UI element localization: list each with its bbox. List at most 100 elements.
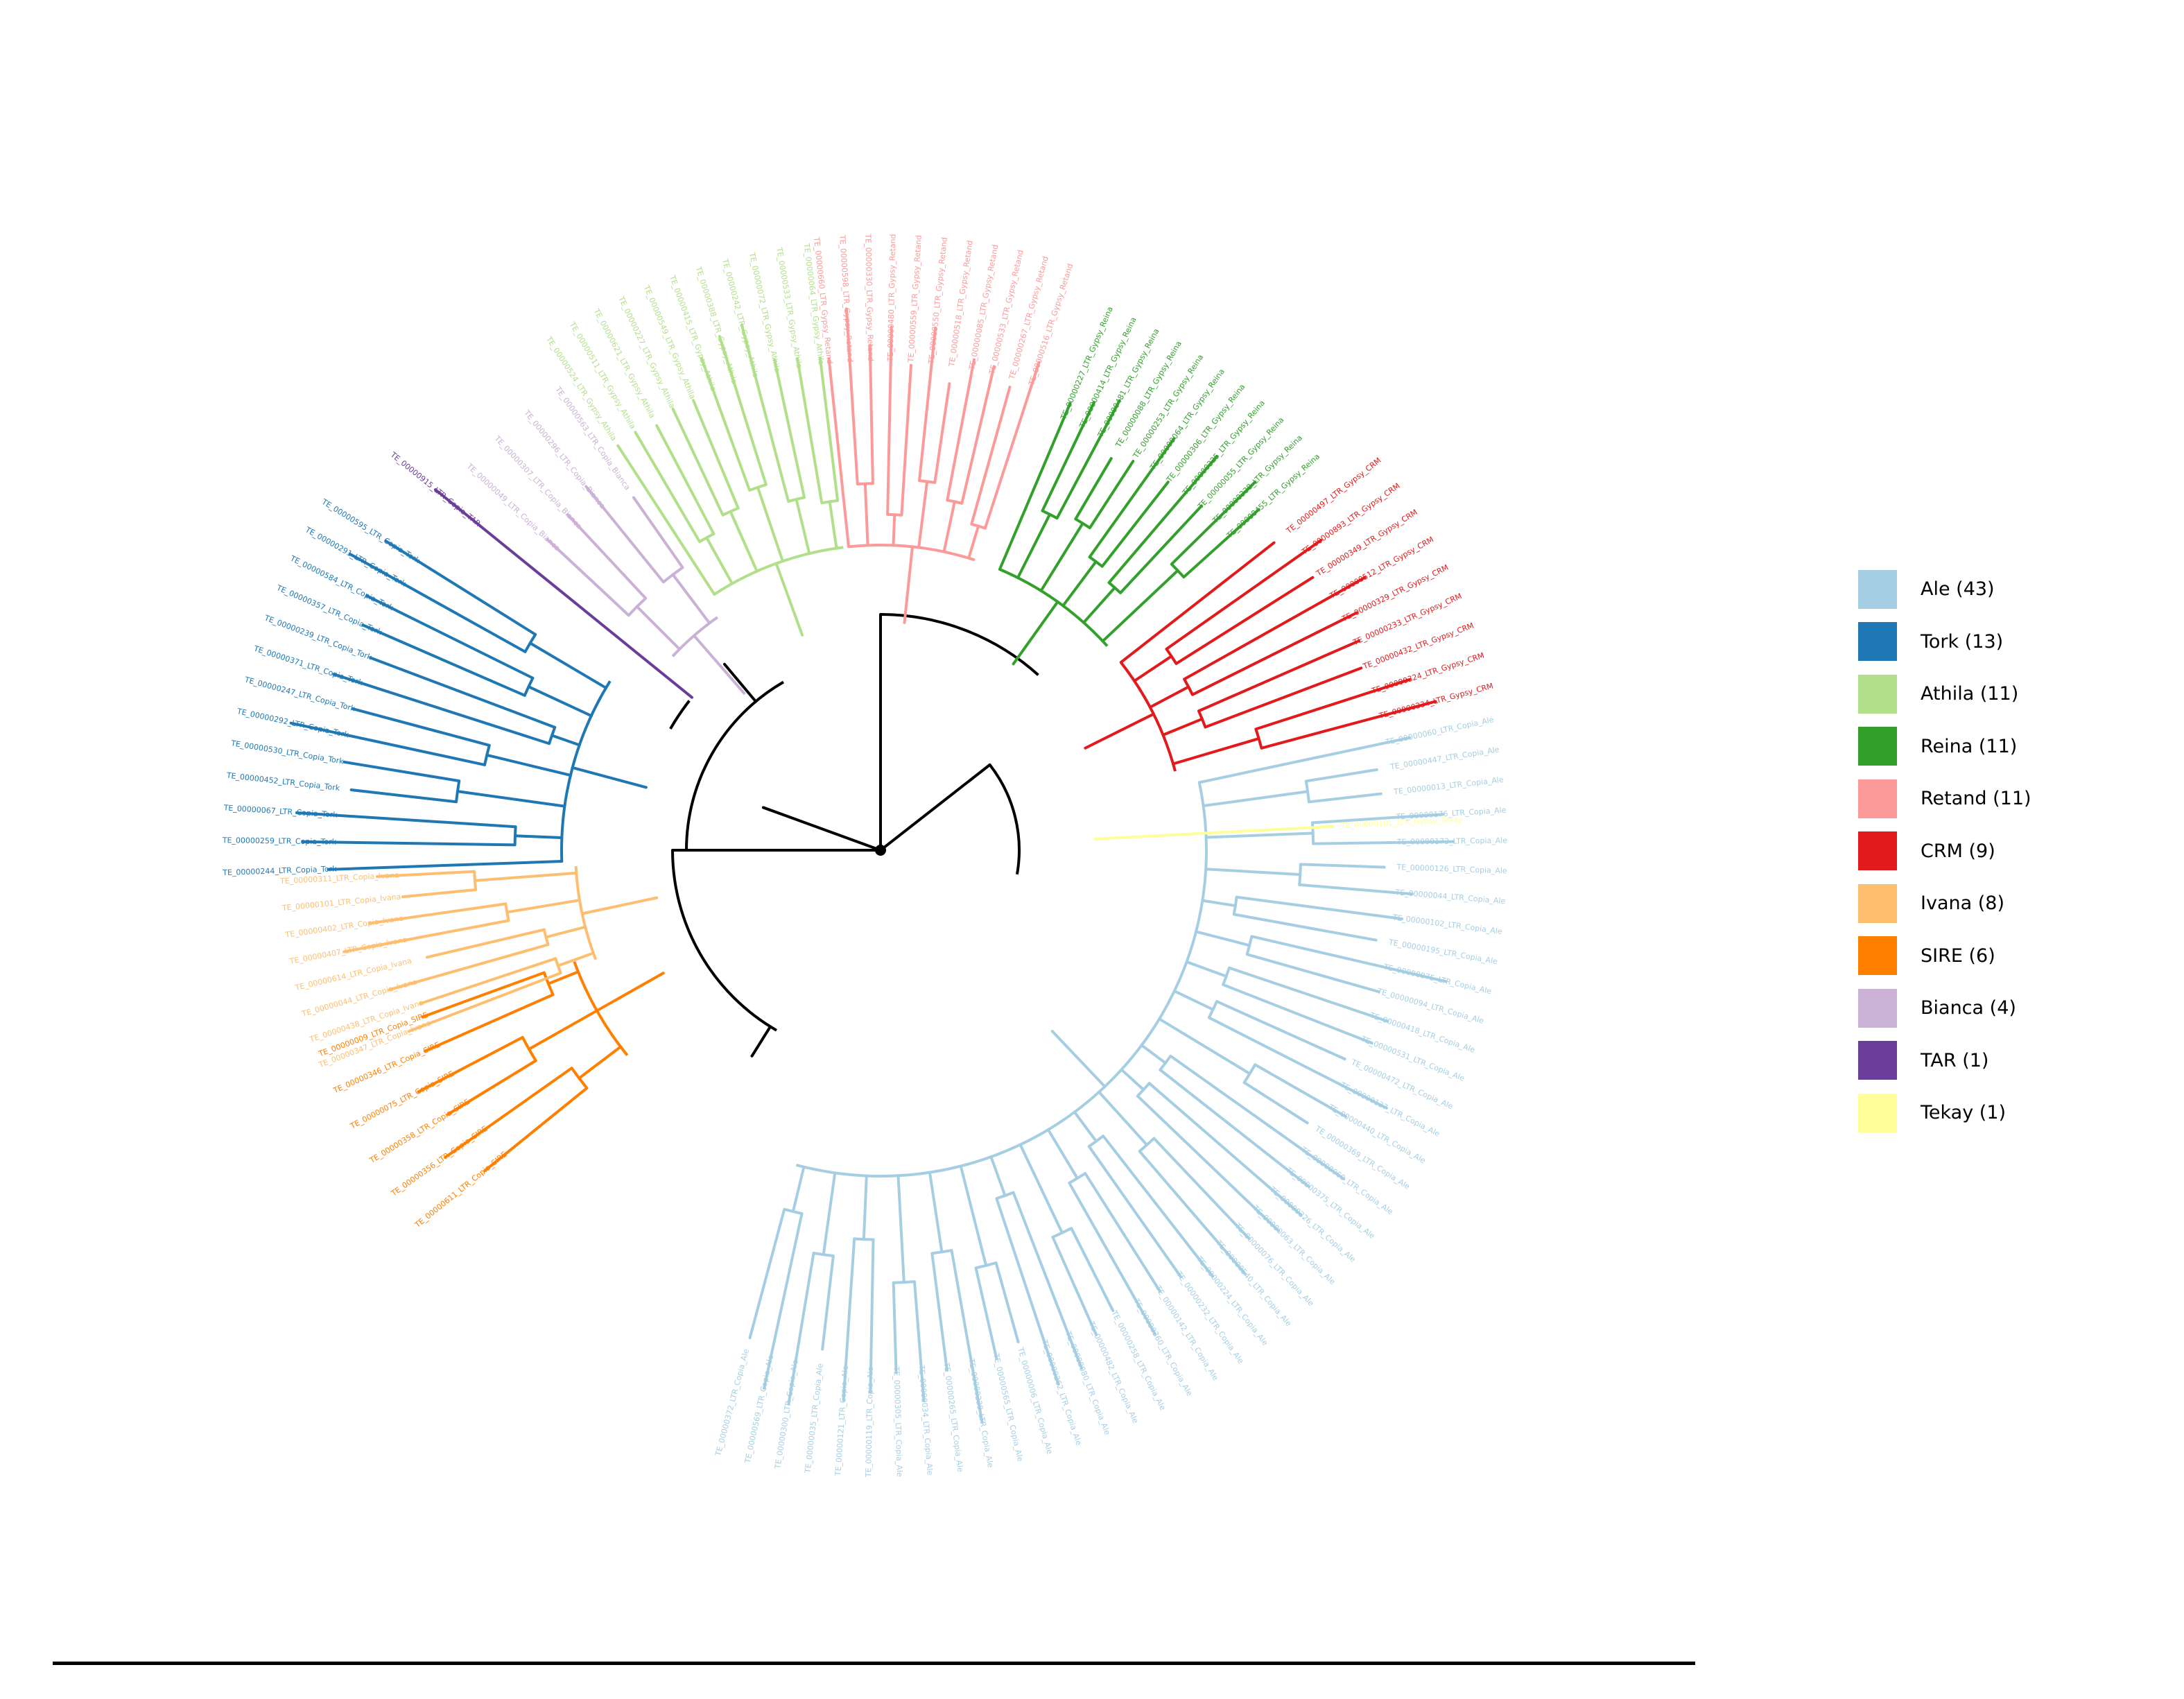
tree-branch [862,1174,868,1241]
tree-branch [1074,457,1113,521]
tip-label: TE_00000369_LTR_Copia_Ale [1313,1124,1412,1191]
tree-branch [1195,930,1251,947]
tip-label: TE_00000540_LTR_Copia_Ale [1214,1238,1293,1328]
tree-branch-arc [669,700,691,730]
tree-branch [1051,1235,1098,1336]
tree-branch [388,943,550,992]
tree-branch [942,500,956,553]
tree-branch [1087,1145,1183,1279]
tree-branch [1039,521,1084,592]
tip-label: TE_00000549_LTR_Gypsy_Athila [641,284,697,401]
legend-swatch [1858,936,1897,976]
tree-branch [527,1009,598,1051]
tree-branch [967,524,980,560]
tree-branch-arc [848,544,976,562]
tree-branch [1170,481,1257,566]
tip-label: TE_00000013_LTR_Copia_Ale [1393,775,1505,797]
tree-branch [1304,768,1378,783]
tip-label: TE_00000173_LTR_Copia_Ale [1396,836,1508,846]
tree-branch [1299,863,1386,869]
tree-branch-arc [1075,517,1091,529]
tip-label: TE_00000034_LTR_Copia_Ale [917,1364,935,1476]
tree-branch [827,357,847,521]
tree-branch-arc [513,827,517,845]
tree-branch [1204,868,1302,877]
tip-label: TE_00000063_LTR_Copia_Ale [1251,1203,1337,1286]
tree-branch [1185,960,1228,978]
tree-branch [1102,1135,1214,1278]
tree-branch [903,545,914,624]
tip-label: TE_00000292_LTR_Copia_Tork [236,707,350,740]
tip-label: TE_00000227_LTR_Gypsy_Reina [1059,305,1115,422]
tip-label: TE_00000195_LTR_Copia_Ale [1387,938,1498,966]
legend-swatch [1858,727,1897,766]
tree-branch [616,444,676,534]
tree-branch [693,634,746,695]
tip-label: TE_00000239_LTR_Copia_Ale [967,1357,995,1468]
tree-branch [1119,611,1186,664]
tip-label: TE_00000258_LTR_Copia_Ale [1109,1309,1168,1412]
legend-label: CRM (9) [1921,840,1995,862]
tree-branch [718,335,768,486]
tree-branch [756,485,784,563]
tip-label: TE_00000101_LTR_Copia_Ivana [281,892,401,913]
tree-branch-arc [1304,781,1310,802]
tree-branch [918,326,937,483]
tree-branch [1088,460,1135,530]
tip-label: TE_00000480_LTR_Gypsy_Retand [886,234,898,362]
tree-branch [795,498,811,555]
tree-branch [1242,1081,1309,1125]
tip-label: TE_00000076_LTR_Copia_Ale [1233,1221,1316,1308]
tree-root-node [875,845,886,856]
tree-branch [635,605,682,651]
tree-branch-arc [713,546,844,596]
tree-branch [1170,829,1249,837]
tree-branch [1152,1137,1251,1241]
tree-branch [1046,1128,1079,1180]
legend-item-ale: Ale (43) [1858,563,2031,616]
tree-branch-arc [989,764,1021,875]
clade-tekay [1093,825,1335,840]
clade-athila [616,323,844,637]
legend-label: Athila (11) [1921,683,2019,705]
tree-branch-arc [821,499,838,505]
tree-branch [1169,1054,1346,1181]
legend-label: Bianca (4) [1921,997,2016,1019]
tree-branch [1055,399,1121,520]
tree-branch [995,1197,1060,1386]
tree-branch [1250,935,1448,983]
tip-label: TE_00000452_LTR_Copia_Tork [225,770,340,793]
tree-branch [551,734,581,747]
tree-branch [983,361,1041,530]
tree-branch [1197,772,1241,784]
tip-label: TE_00000307_LTR_Copia_Bianca [492,433,584,531]
legend-swatch [1858,569,1897,609]
tip-label: TE_00000559_LTR_Gypsy_Retand [906,234,924,363]
tree-branch [950,1249,984,1424]
tree-branch [546,970,580,985]
clade-sire [417,961,665,1173]
tree-branch [1100,481,1170,568]
tip-label: TE_00000232_LTR_Copia_Ale [1174,1269,1245,1365]
tree-branch [456,790,566,808]
tree-branch [1148,685,1190,709]
tree-branch-arc [880,613,1039,676]
tree-branch [791,1165,806,1214]
legend-item-tekay: Tekay (1) [1858,1087,2031,1139]
tip-label: TE_00000598_LTR_Gypsy_Retand [838,234,855,362]
tree-branch [879,763,991,852]
tree-branch [343,919,510,954]
tip-label: TE_00000595_LTR_Copia_Tork [320,497,422,565]
tip-label: TE_00000247_LTR_Copia_Tork [243,675,357,714]
tip-label: TE_00000372_LTR_Copia_Ale [713,1348,751,1458]
tree-branch [1068,1181,1156,1336]
tree-branch-arc [919,479,935,484]
tree-tip-labels: TE_00000372_LTR_Copia_AleTE_00000569_LTR… [222,233,1508,1478]
clade-tar [433,488,693,699]
tree-branch [868,343,874,485]
tip-label: TE_00000035_LTR_Copia_Ale [803,1363,824,1474]
legend-label: Tork (13) [1921,630,2004,653]
legend-label: Tekay (1) [1921,1102,2007,1124]
tree-branch [763,1211,804,1390]
